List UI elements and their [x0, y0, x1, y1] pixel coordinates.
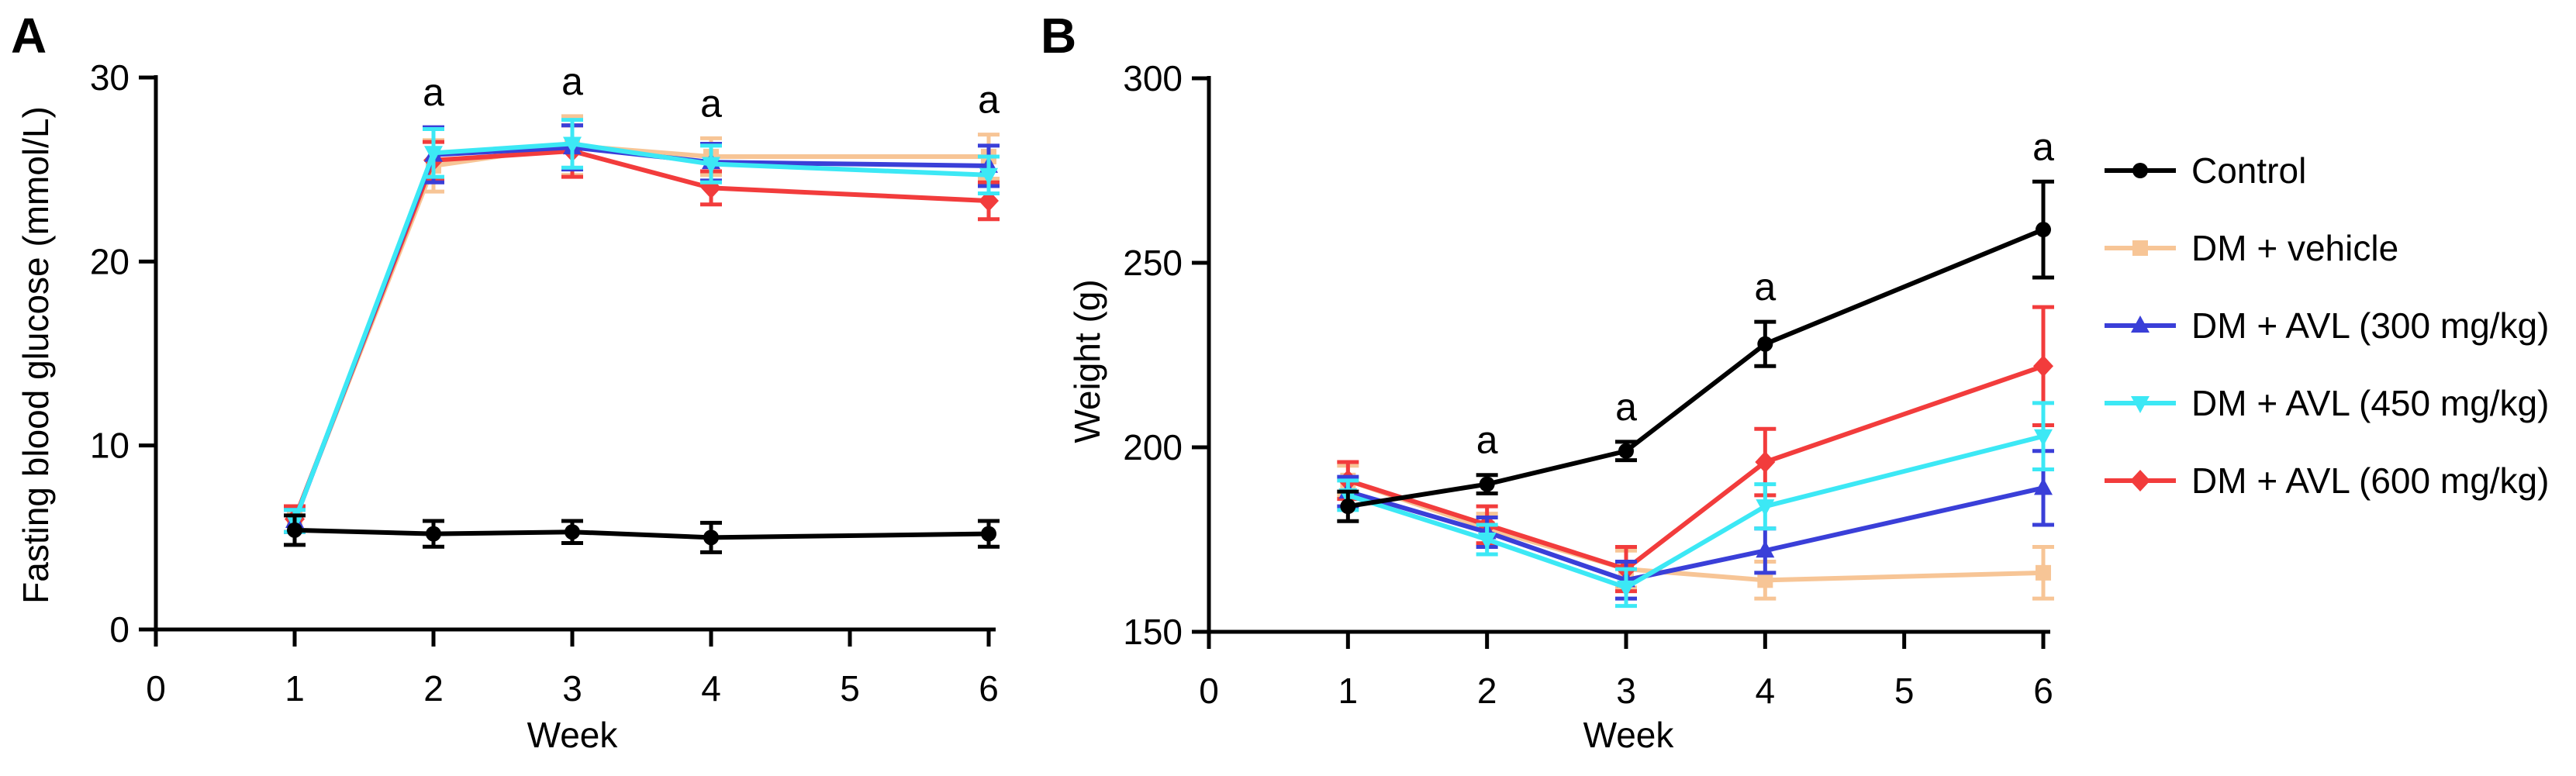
series-dm-vehicle — [1337, 464, 2054, 601]
data-point-marker — [1755, 451, 1776, 474]
data-point-marker — [703, 529, 719, 546]
series-dm-vehicle — [284, 114, 1000, 534]
panel-a: 0 1 2 3 4 5 6 0 10 20 30 a a a a — [90, 57, 1000, 709]
series-dm-avl-300-mg-kg — [284, 123, 1000, 534]
significance-label: a — [1754, 265, 1776, 309]
series-line — [292, 143, 989, 520]
legend-item-control: Control — [2103, 149, 2306, 192]
x-axis-title-week-a: Week — [527, 715, 618, 755]
significance-label: a — [561, 60, 583, 103]
significance-label: a — [1615, 385, 1637, 429]
data-point-marker — [1756, 499, 1775, 517]
x-tick-label: 1 — [1338, 671, 1359, 711]
data-point-marker — [287, 522, 302, 538]
data-point-marker — [426, 526, 441, 542]
data-point-marker — [979, 167, 998, 185]
data-point-marker — [1479, 476, 1495, 492]
data-point-marker — [1757, 572, 1773, 588]
series-line — [292, 148, 989, 520]
legend-marker-icon — [2131, 316, 2150, 333]
dm-avl-600-line-marker-icon — [2105, 470, 2176, 491]
series-control — [284, 513, 1000, 554]
x-axis-title-week-b: Week — [1583, 715, 1674, 755]
y-tick-label: 30 — [90, 57, 129, 98]
data-point-marker — [2033, 355, 2053, 378]
y-tick-label: 20 — [90, 241, 129, 281]
data-point-marker — [2034, 429, 2053, 447]
data-point-marker — [2034, 478, 2053, 495]
x-tick-label: 6 — [979, 668, 999, 709]
x-tick-label: 3 — [562, 668, 582, 709]
y-tick-label: 200 — [1123, 427, 1183, 467]
data-point-marker — [1477, 533, 1497, 550]
legend-marker-icon — [2132, 163, 2148, 178]
significance-label: a — [700, 81, 722, 125]
panel-label-a: A — [11, 8, 47, 64]
y-axis-title-glucose: Fasting blood glucose (mmol/L) — [16, 106, 56, 604]
legend-label: DM + vehicle — [2191, 228, 2399, 268]
series-line — [294, 527, 989, 540]
y-tick-label: 150 — [1123, 612, 1183, 652]
series-dm-avl-450-mg-kg — [284, 118, 1000, 534]
x-tick-label: 5 — [840, 668, 860, 709]
y-tick-label: 250 — [1123, 243, 1183, 283]
data-point-marker — [424, 146, 443, 164]
dm-avl-300-line-marker-icon — [2105, 316, 2176, 333]
series-control — [1337, 179, 2054, 523]
data-point-marker — [1757, 336, 1773, 352]
dm-vehicle-line-marker-icon — [2105, 240, 2176, 256]
significance-label: a — [423, 71, 444, 114]
x-tick-label: 3 — [1616, 671, 1636, 711]
data-point-marker — [1617, 580, 1635, 598]
x-tick-label: 0 — [1199, 671, 1219, 711]
legend-item-dm-avl-450: DM + AVL (450 mg/kg) — [2103, 381, 2549, 425]
series-line — [1347, 485, 2044, 583]
legend-label: Control — [2191, 150, 2307, 191]
data-point-marker — [2036, 222, 2051, 238]
legend-marker-icon — [2130, 470, 2150, 491]
significance-label: a — [2032, 125, 2054, 168]
significance-label: a — [1476, 419, 1498, 462]
data-point-marker — [702, 157, 720, 174]
legend-marker-icon — [2131, 396, 2150, 413]
data-point-marker — [565, 524, 580, 540]
data-point-marker — [1340, 498, 1356, 515]
legend-label: DM + AVL (600 mg/kg) — [2191, 460, 2550, 501]
legend-label: DM + AVL (450 mg/kg) — [2191, 383, 2550, 423]
x-tick-label: 4 — [1756, 671, 1776, 711]
x-tick-label: 6 — [2033, 671, 2053, 711]
data-point-marker — [981, 526, 996, 542]
y-axis-title-weight: Weight (g) — [1067, 279, 1107, 443]
x-tick-label: 5 — [1894, 671, 1915, 711]
data-point-marker — [1618, 443, 1634, 459]
significance-label: a — [978, 78, 1000, 122]
x-tick-label: 0 — [146, 668, 166, 709]
data-point-marker — [563, 136, 582, 154]
control-line-marker-icon — [2105, 163, 2176, 178]
legend-item-dm-vehicle: DM + vehicle — [2103, 226, 2398, 270]
legend-item-dm-avl-300: DM + AVL (300 mg/kg) — [2103, 304, 2549, 347]
data-point-marker — [2036, 564, 2051, 581]
y-tick-label: 10 — [90, 426, 129, 466]
y-tick-label: 300 — [1123, 58, 1183, 98]
y-tick-label: 0 — [109, 609, 129, 650]
panel-label-b: B — [1041, 8, 1077, 64]
legend-marker-icon — [2132, 240, 2148, 256]
panel-b: 0 1 2 3 4 5 6 150 200 250 300 a a a a — [1123, 58, 2054, 711]
x-tick-label: 1 — [285, 668, 305, 709]
x-tick-label: 2 — [423, 668, 444, 709]
data-point-marker — [1756, 540, 1775, 558]
x-tick-label: 2 — [1477, 671, 1497, 711]
series-line — [292, 141, 989, 523]
series-dm-avl-600-mg-kg — [284, 123, 1000, 534]
series-line — [292, 145, 989, 523]
legend-label: DM + AVL (300 mg/kg) — [2191, 305, 2550, 346]
legend-item-dm-avl-600: DM + AVL (600 mg/kg) — [2103, 459, 2549, 502]
x-tick-label: 4 — [701, 668, 721, 709]
dm-avl-450-line-marker-icon — [2105, 396, 2176, 413]
